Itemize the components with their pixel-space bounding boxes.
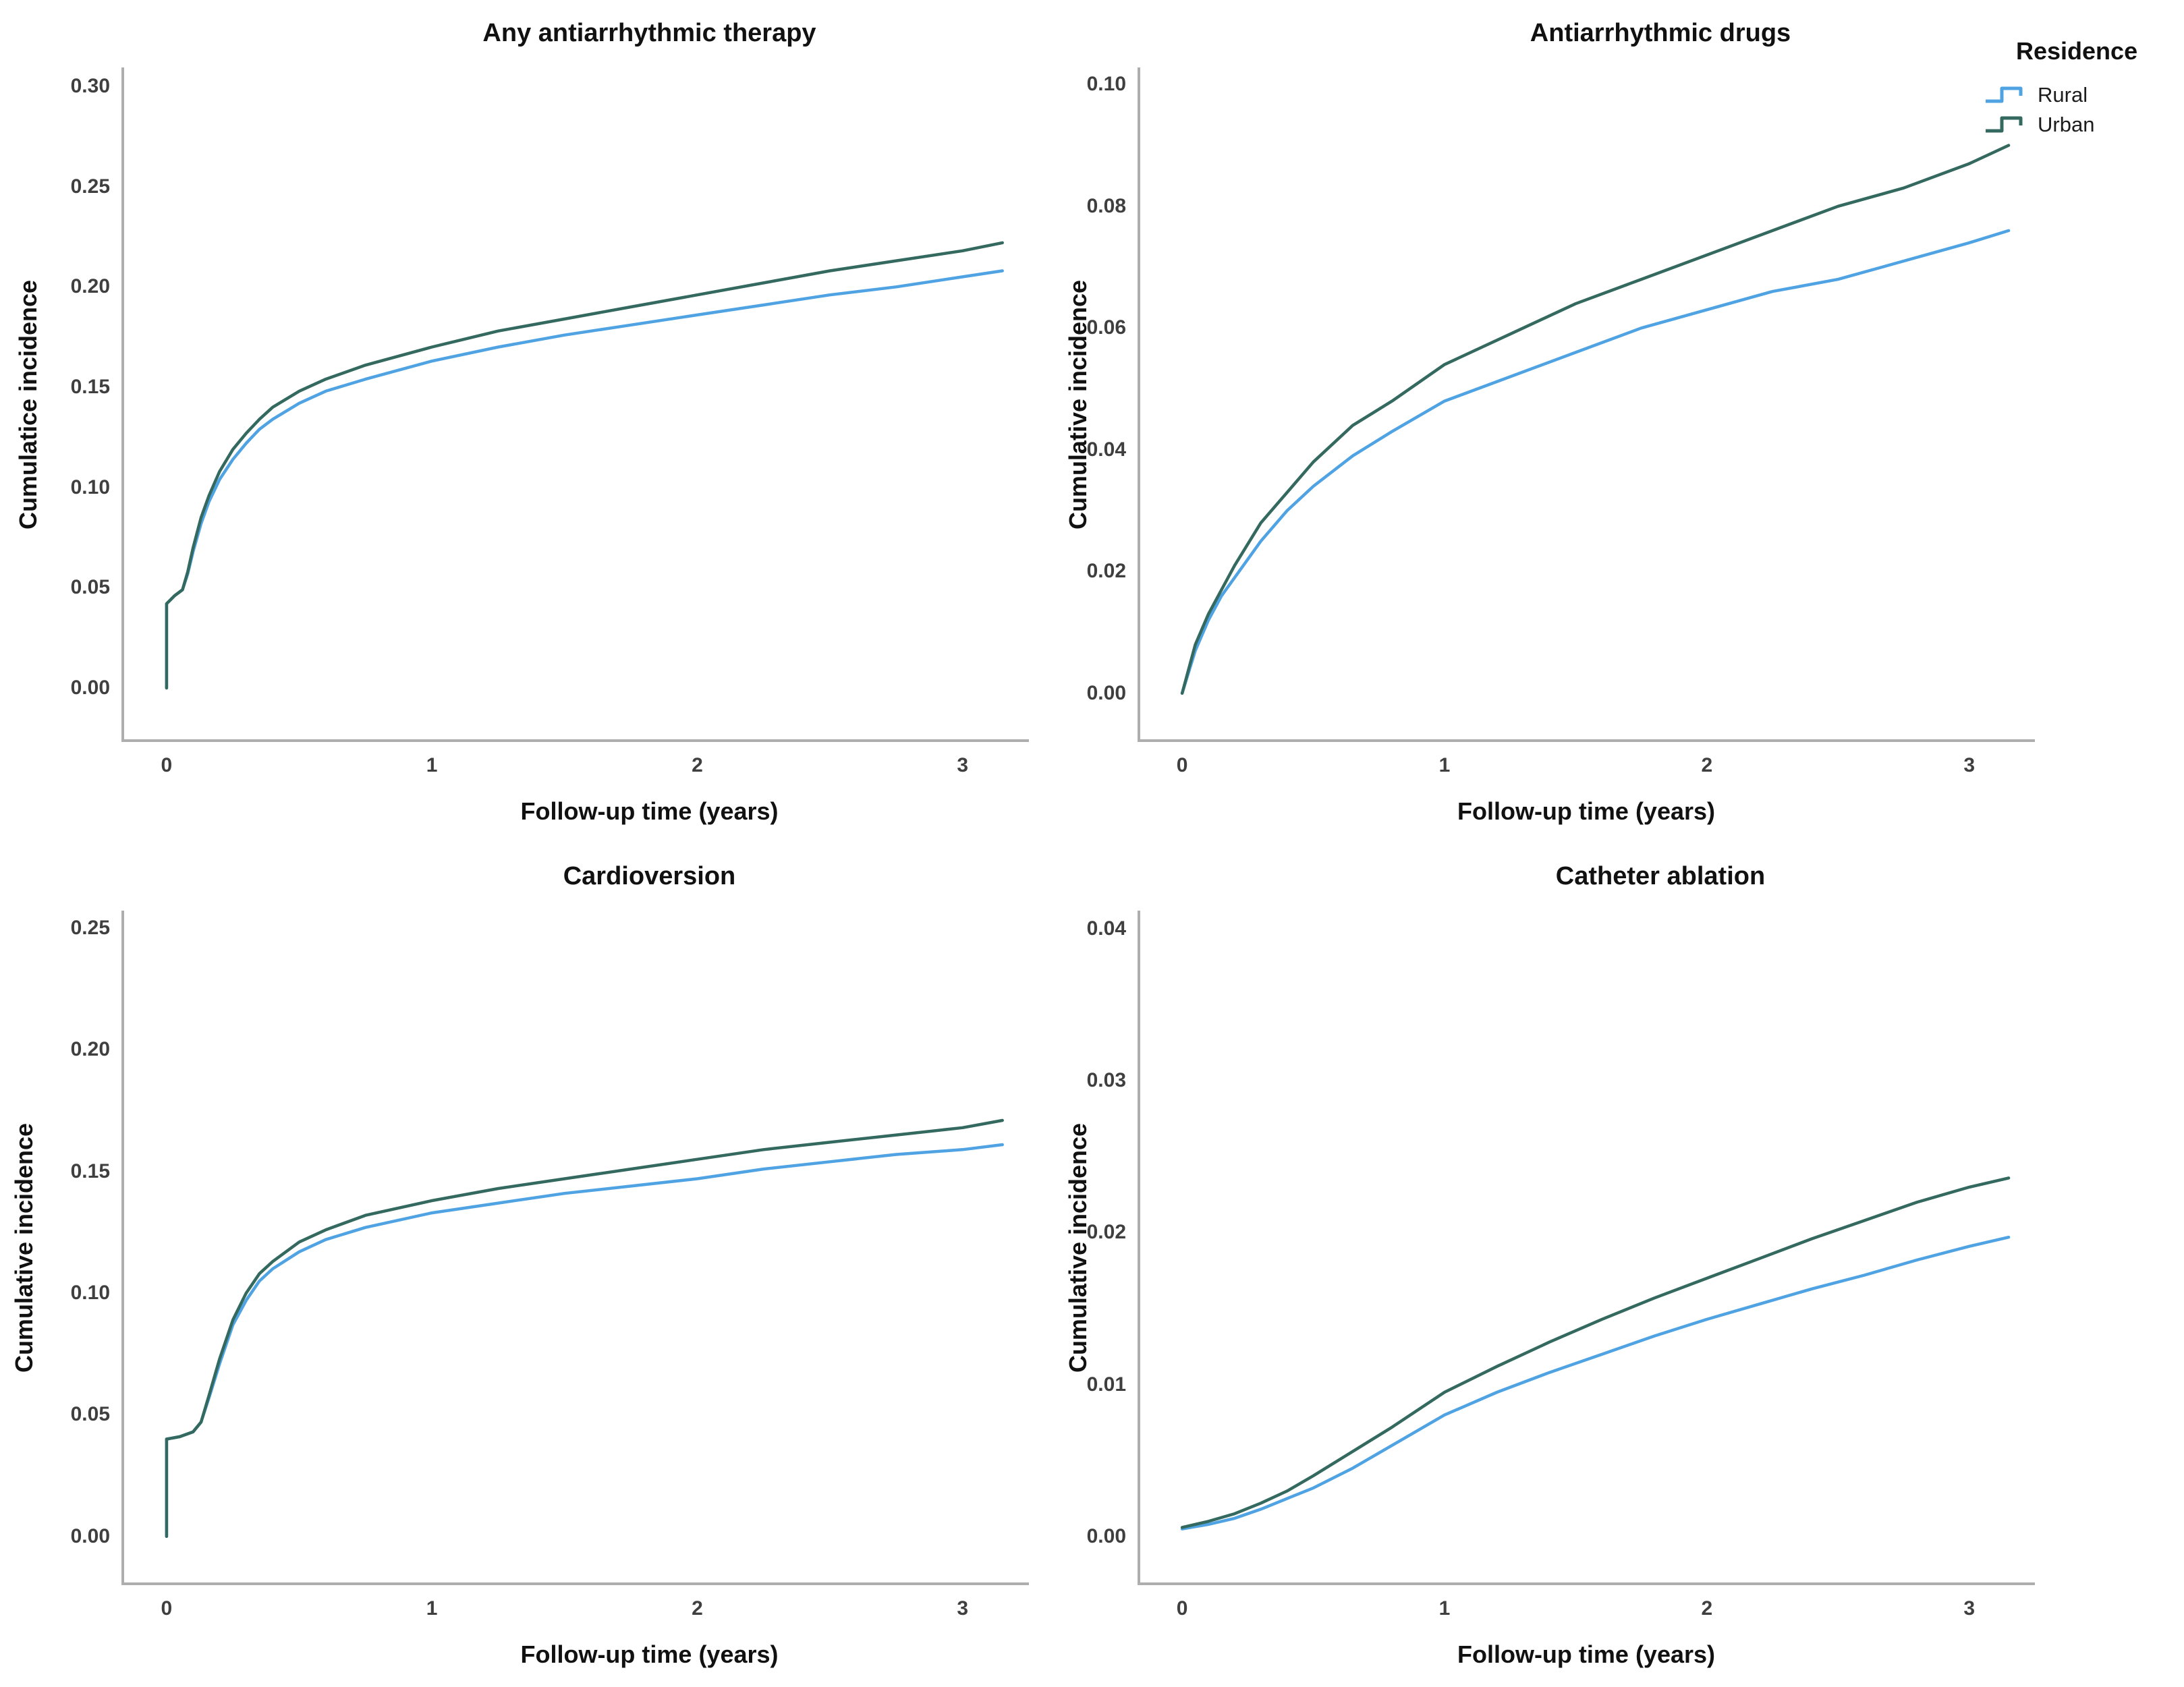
y-axis-label-panel-1: Cumulatice incidence xyxy=(14,279,42,530)
y-tick-label: 0.00 xyxy=(70,677,110,699)
x-tick-label: 0 xyxy=(161,754,173,776)
urban-step-line-icon xyxy=(1986,116,2023,133)
x-tick-label: 3 xyxy=(957,754,969,776)
y-tick-label: 0.30 xyxy=(70,74,110,97)
y-tick-label: 0.15 xyxy=(70,1160,110,1182)
y-tick-label: 0.02 xyxy=(1086,560,1126,583)
x-tick-label: 0 xyxy=(1176,754,1188,776)
x-tick-label: 2 xyxy=(692,1597,703,1620)
y-tick-label: 0.20 xyxy=(70,275,110,298)
curve-rural xyxy=(1180,229,2011,695)
x-axis-label-panel-2: Follow-up time (years) xyxy=(1457,797,1716,825)
panel-title-antiarrhythmic-drugs: Antiarrhythmic drugs xyxy=(1530,19,1791,47)
y-tick-label: 0.04 xyxy=(1086,917,1126,940)
x-tick-label: 2 xyxy=(692,754,703,776)
y-tick-label: 0.10 xyxy=(70,476,110,498)
curve-urban xyxy=(1180,1176,2011,1529)
panel-title-catheter-ablation: Catheter ablation xyxy=(1555,862,1766,890)
x-tick-label: 0 xyxy=(161,1597,173,1620)
y-tick-label: 0.01 xyxy=(1086,1373,1126,1396)
curve-urban xyxy=(165,1118,1004,1539)
y-tick-label: 0.05 xyxy=(70,576,110,599)
y-tick-label: 0.00 xyxy=(70,1524,110,1547)
legend-entry-rural: Rural xyxy=(1984,80,2184,110)
x-tick-label: 3 xyxy=(957,1597,969,1620)
y-tick-label: 0.05 xyxy=(70,1403,110,1426)
x-tick-label: 2 xyxy=(1701,1597,1713,1620)
plot-any-antiarrhythmic-therapy xyxy=(121,67,1029,742)
x-tick-label: 0 xyxy=(1176,1597,1188,1620)
legend-title: Residence xyxy=(2016,37,2138,65)
x-tick-label: 1 xyxy=(1438,1597,1451,1620)
legend-entry-urban: Urban xyxy=(1984,110,2184,140)
x-tick-label: 3 xyxy=(1963,754,1976,776)
y-tick-label: 0.10 xyxy=(1086,73,1126,96)
plot-cardioversion xyxy=(121,911,1029,1585)
y-tick-label: 0.08 xyxy=(1086,194,1126,217)
y-tick-label: 0.03 xyxy=(1086,1069,1126,1092)
legend-label-rural: Rural xyxy=(2038,83,2088,107)
x-tick-label: 1 xyxy=(426,754,438,776)
y-tick-label: 0.25 xyxy=(70,916,110,939)
x-axis-label-panel-3: Follow-up time (years) xyxy=(520,1640,779,1668)
curve-rural xyxy=(165,269,1004,690)
y-tick-label: 0.02 xyxy=(1086,1221,1126,1244)
x-axis-label-panel-4: Follow-up time (years) xyxy=(1457,1640,1716,1668)
panel-title-cardioversion: Cardioversion xyxy=(563,862,736,890)
y-tick-label: 0.15 xyxy=(70,375,110,398)
curve-rural xyxy=(1180,1235,2011,1531)
y-tick-label: 0.00 xyxy=(1086,681,1126,704)
y-tick-label: 0.06 xyxy=(1086,316,1126,339)
y-axis-label-panel-3: Cumulative incidence xyxy=(10,1122,38,1373)
x-tick-label: 3 xyxy=(1963,1597,1976,1620)
x-tick-label: 1 xyxy=(1438,754,1451,776)
y-axis-label-panel-4: Cumulative incidence xyxy=(1064,1122,1092,1373)
x-tick-label: 1 xyxy=(426,1597,438,1620)
plot-antiarrhythmic-drugs xyxy=(1138,67,2035,742)
curve-rural xyxy=(165,1143,1004,1539)
y-tick-label: 0.20 xyxy=(70,1038,110,1061)
legend-label-urban: Urban xyxy=(2038,113,2095,136)
rural-step-line-icon xyxy=(1986,86,2023,103)
y-tick-label: 0.10 xyxy=(70,1282,110,1305)
curve-urban xyxy=(165,241,1004,690)
y-tick-label: 0.00 xyxy=(1086,1524,1126,1547)
x-axis-label-panel-1: Follow-up time (years) xyxy=(520,797,779,825)
legend: Residence Rural Urban xyxy=(1984,37,2184,140)
plot-catheter-ablation xyxy=(1138,911,2035,1585)
curve-urban xyxy=(1180,144,2011,695)
panel-title-any-antiarrhythmic-therapy: Any antiarrhythmic therapy xyxy=(482,19,816,47)
y-tick-label: 0.25 xyxy=(70,175,110,198)
y-tick-label: 0.04 xyxy=(1086,438,1126,461)
x-tick-label: 2 xyxy=(1701,754,1713,776)
